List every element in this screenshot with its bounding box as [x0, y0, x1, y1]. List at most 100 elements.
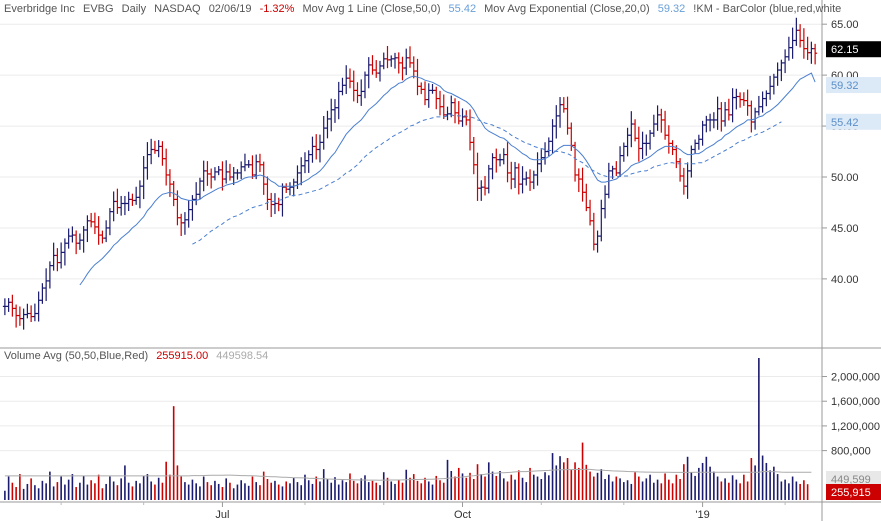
- ohlc-bar: [194, 182, 199, 206]
- ohlc-bar: [404, 48, 409, 76]
- ohlc-bar: [441, 94, 446, 119]
- ohlc-bar: [336, 81, 341, 120]
- ohlc-bar: [531, 170, 536, 190]
- ohlc-bar: [89, 212, 94, 228]
- ohlc-bar: [535, 152, 540, 186]
- ohlc-bar: [212, 167, 217, 181]
- ohlc-bar: [175, 190, 180, 226]
- ohlc-bar: [340, 77, 345, 96]
- ohlc-bar: [2, 298, 7, 316]
- ohlc-bar: [423, 81, 428, 106]
- ohlc-bar: [711, 112, 716, 129]
- ohlc-bar: [272, 193, 277, 215]
- ohlc-bar: [280, 183, 285, 217]
- ticker-symbol: EVBG: [83, 3, 114, 15]
- ohlc-bar: [775, 62, 780, 86]
- ohlc-bar: [771, 73, 776, 95]
- ohlc-bar: [104, 220, 109, 243]
- ohlc-bar: [438, 90, 443, 116]
- ohlc-bar: [603, 185, 608, 219]
- ohlc-bar: [738, 92, 743, 108]
- ohlc-bar: [55, 248, 60, 272]
- ohlc-bar: [453, 98, 458, 124]
- ohlc-bar: [325, 110, 330, 139]
- ohlc-bar: [257, 153, 262, 173]
- ohlc-bar: [269, 192, 274, 218]
- ohlc-bar: [734, 88, 739, 110]
- ohlc-bar: [385, 45, 390, 69]
- ema20-line: [79, 72, 816, 286]
- ma2-label: Mov Avg Exponential (Close,20,0): [484, 3, 650, 15]
- ohlc-bar: [696, 134, 701, 150]
- ohlc-bar: [362, 71, 367, 99]
- ohlc-bar: [498, 153, 503, 167]
- ohlc-bar: [629, 111, 634, 148]
- ohlc-bar: [111, 191, 116, 222]
- x-tick-label: Jul: [215, 509, 229, 521]
- moving-average-lines: [79, 72, 816, 286]
- ohlc-bar: [137, 180, 142, 209]
- ohlc-bar: [813, 43, 818, 65]
- ema-badge: 59.32: [826, 77, 881, 94]
- ohlc-bar: [670, 140, 675, 156]
- ohlc-bar: [287, 182, 292, 196]
- ohlc-bar: [119, 195, 124, 216]
- ohlc-bar: [633, 119, 638, 142]
- ohlc-bar: [528, 169, 533, 191]
- ohlc-bar: [201, 160, 206, 192]
- volume-avg-value: 449598.54: [216, 350, 269, 362]
- volume-tick-label: 1,200,000: [831, 421, 880, 433]
- ohlc-bar: [389, 55, 394, 67]
- ohlc-bar: [430, 83, 435, 94]
- ohlc-bar: [678, 158, 683, 182]
- ema-badge-bg: [826, 77, 881, 94]
- ohlc-bar: [790, 27, 795, 59]
- ohlc-bar: [558, 97, 563, 128]
- ohlc-bar: [96, 216, 101, 245]
- ohlc-bar: [640, 131, 645, 160]
- ohlc-bar: [663, 110, 668, 140]
- ohlc-bar: [36, 291, 41, 322]
- ohlc-bar: [302, 152, 307, 174]
- x-tick-label: Oct: [454, 509, 471, 521]
- volume-avg-badge-bg: [826, 471, 881, 487]
- ohlc-bar: [524, 171, 529, 186]
- price-tick-label: 40.00: [831, 274, 859, 286]
- volume-bars: [4, 358, 812, 500]
- ohlc-bar: [486, 164, 491, 194]
- ohlc-bar: [490, 153, 495, 180]
- ohlc-bar: [115, 188, 120, 214]
- ohlc-bar: [254, 154, 259, 180]
- price-bars: [2, 17, 818, 330]
- ohlc-bar: [419, 82, 424, 95]
- price-tick-label: 50.00: [831, 172, 859, 184]
- ohlc-bar: [689, 145, 694, 178]
- volume-tick-label: 2,000,000: [831, 372, 880, 384]
- ohlc-bar: [239, 161, 244, 179]
- ohlc-bar: [749, 100, 754, 133]
- ohlc-bar: [520, 166, 525, 194]
- ohlc-bar: [321, 116, 326, 150]
- ohlc-bar: [47, 261, 52, 289]
- ohlc-bar: [411, 56, 416, 79]
- ohlc-bar: [355, 82, 360, 104]
- ohlc-bar: [347, 68, 352, 89]
- ohlc-bar: [377, 60, 382, 82]
- ohlc-bar: [494, 148, 499, 173]
- ohlc-bar: [745, 89, 750, 116]
- ohlc-bar: [310, 136, 315, 163]
- ohlc-bar: [460, 108, 465, 127]
- ohlc-bar: [456, 101, 461, 125]
- ohlc-bar: [59, 242, 64, 269]
- ohlc-bar: [621, 142, 626, 162]
- ohlc-bar: [396, 52, 401, 74]
- ohlc-bar: [14, 304, 19, 328]
- ohlc-bar: [314, 134, 319, 160]
- ohlc-bar: [182, 212, 187, 235]
- ohlc-bar: [220, 161, 225, 191]
- ohlc-bar: [561, 97, 566, 113]
- ohlc-bar: [100, 230, 105, 244]
- ohlc-bar: [291, 178, 296, 197]
- ohlc-bar: [317, 134, 322, 163]
